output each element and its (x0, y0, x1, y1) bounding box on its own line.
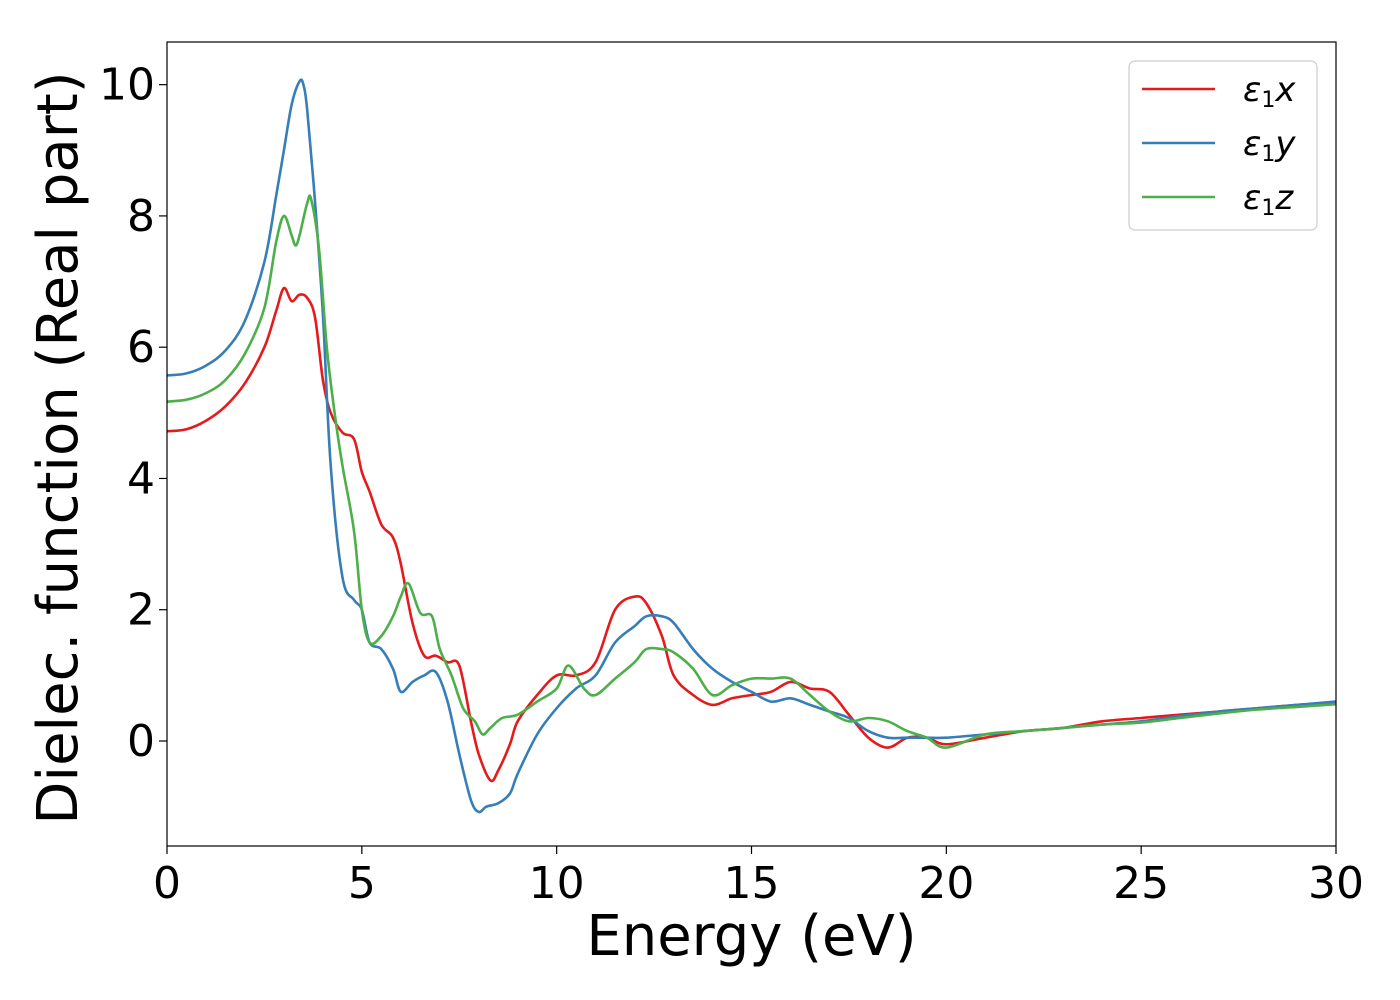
legend-label: ε1y (1243, 124, 1296, 167)
legend-label-subscript: 1 (1261, 196, 1275, 221)
y-tick-label: 10 (99, 60, 155, 111)
legend-label-base: ε (1243, 70, 1261, 110)
y-tick-label: 4 (127, 453, 155, 504)
series-line-3 (167, 194, 1336, 749)
y-axis: 0 2 4 6 8 10 (99, 60, 167, 767)
y-tick-label: 6 (127, 322, 155, 373)
legend-label: ε1x (1243, 70, 1296, 113)
y-axis-label: Dielec. function (Real part) (26, 71, 91, 824)
x-axis: 0 5 10 15 20 25 30 (153, 846, 1364, 909)
legend-label-component: y (1274, 124, 1296, 164)
x-tick-label: 0 (153, 858, 181, 909)
legend-label-base: ε (1243, 124, 1261, 164)
legend-label-component: x (1274, 70, 1296, 110)
x-tick-label: 10 (529, 858, 585, 909)
x-tick-label: 5 (348, 858, 376, 909)
legend-label: ε1z (1243, 178, 1294, 221)
y-tick-label: 8 (127, 191, 155, 242)
x-tick-label: 30 (1308, 858, 1364, 909)
legend-label-component: z (1274, 178, 1294, 218)
x-tick-label: 15 (724, 858, 780, 909)
series-layer (167, 78, 1336, 814)
legend-label-subscript: 1 (1261, 88, 1275, 113)
legend-label-subscript: 1 (1261, 142, 1275, 167)
x-tick-label: 20 (918, 858, 974, 909)
legend-box (1128, 60, 1318, 231)
x-axis-label: Energy (eV) (586, 904, 916, 969)
y-tick-label: 2 (127, 585, 155, 636)
y-tick-label: 0 (127, 716, 155, 767)
x-tick-label: 25 (1113, 858, 1169, 909)
legend-label-base: ε (1243, 178, 1261, 218)
